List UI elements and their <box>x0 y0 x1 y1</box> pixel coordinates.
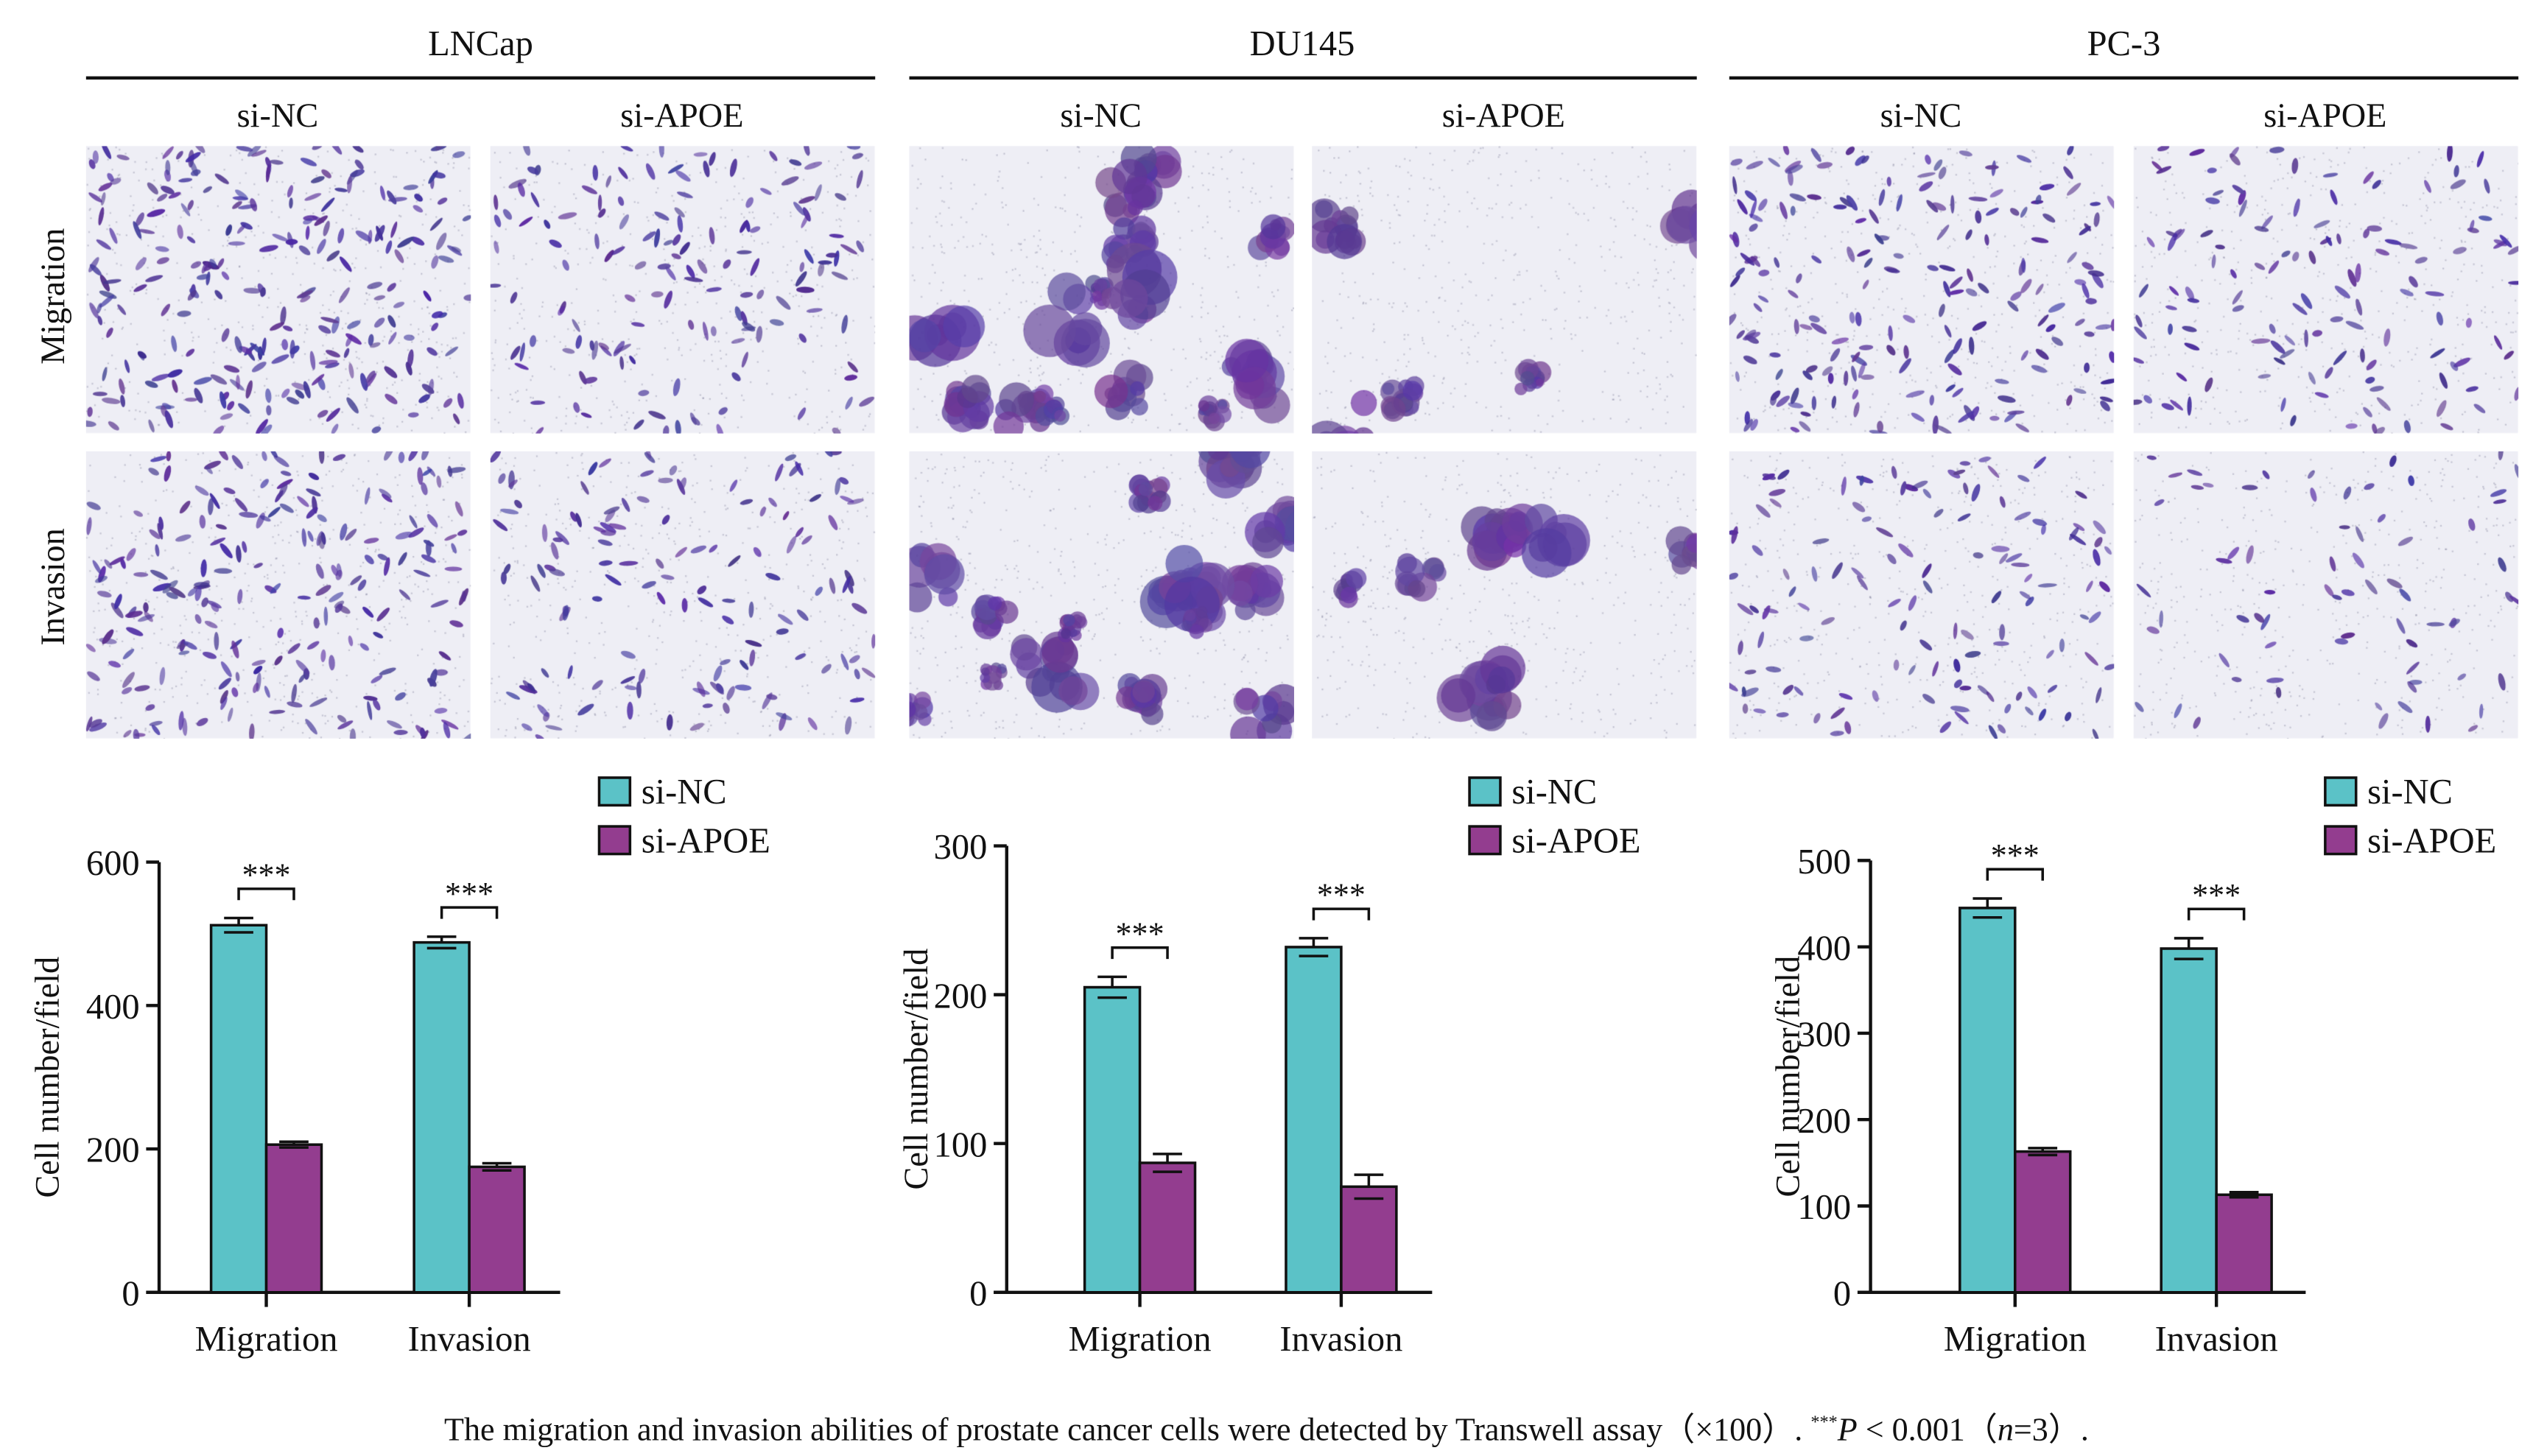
cell-line-title-lncap: LNCap <box>428 22 533 63</box>
y-tick-label: 600 <box>86 844 140 883</box>
micrograph-invasion <box>1312 451 1697 739</box>
bar-charts: 0 200 400 600 Cell number/field Migration *** I… <box>29 773 2497 1359</box>
group-label: si-APOE <box>2263 96 2387 135</box>
legend-swatch <box>1468 776 1502 807</box>
y-tick-label: 200 <box>1797 1102 1851 1141</box>
caption-n: n <box>1997 1412 2014 1449</box>
group-label: si-NC <box>1880 96 1962 135</box>
chart-du145: 0 100 200 300 Cell number/field Migration *** I… <box>898 773 1641 1359</box>
significance-bracket <box>440 906 499 919</box>
caption-text: < 0.001（ <box>1857 1412 1998 1449</box>
bar-si-apoe-migration <box>2014 1150 2072 1294</box>
legend-label: si-APOE <box>2367 821 2496 860</box>
x-tick-label: Migration <box>1944 1320 2087 1359</box>
micrograph-migration <box>909 146 1294 434</box>
micrograph-invasion <box>1729 451 2115 739</box>
group-label: si-NC <box>1060 96 1142 135</box>
x-tick-label: Migration <box>1069 1320 1212 1359</box>
significance-label: *** <box>242 857 290 893</box>
header-divider <box>1729 76 2519 80</box>
significance-label: *** <box>1317 877 1366 913</box>
bar-si-nc-migration <box>1958 907 2017 1294</box>
x-tick-label: Invasion <box>408 1320 531 1359</box>
caption-text: =3）. <box>2013 1412 2089 1449</box>
row-label-invasion: Invasion <box>33 528 73 646</box>
bar-si-nc-invasion <box>412 940 471 1294</box>
group-label: si-APOE <box>620 96 744 135</box>
micrograph-migration <box>85 146 471 434</box>
x-tick-label: Migration <box>195 1320 338 1359</box>
y-tick-label: 400 <box>86 988 140 1027</box>
legend-label: si-NC <box>2367 773 2453 812</box>
micrograph-migration <box>490 146 876 434</box>
y-tick-label: 300 <box>1797 1016 1851 1055</box>
micrograph-migration <box>2133 146 2519 434</box>
group-label: si-APOE <box>1441 96 1565 135</box>
significance-bracket <box>2187 907 2246 921</box>
chart-lncap: 0 200 400 600 Cell number/field Migration *** I… <box>29 773 770 1359</box>
significance-label: *** <box>445 876 493 912</box>
significance-bracket <box>237 887 295 901</box>
caption-sig-marker: *** <box>1810 1413 1838 1433</box>
chart-pc3: 0 100 200 300 400 500 Cell number/field Migrati… <box>1770 773 2497 1359</box>
y-tick-label: 0 <box>122 1274 139 1313</box>
x-tick-label: Invasion <box>2155 1320 2278 1359</box>
legend-swatch <box>1468 825 1502 856</box>
micrograph-invasion <box>85 451 471 739</box>
bar-si-apoe-invasion <box>2215 1193 2273 1294</box>
legend-label: si-NC <box>642 773 727 812</box>
micrograph-migration <box>1729 146 2115 434</box>
micrograph-invasion <box>2133 451 2519 739</box>
header-divider <box>85 76 876 80</box>
y-axis-label: Cell number/field <box>29 957 66 1198</box>
y-tick-label: 200 <box>86 1131 140 1170</box>
legend-label: si-APOE <box>1511 821 1640 860</box>
micrograph-invasion <box>909 451 1294 739</box>
significance-bracket <box>1312 907 1371 921</box>
legend-swatch <box>597 776 632 807</box>
bar-si-nc-invasion <box>1285 946 1343 1294</box>
cell-line-title-pc3: PC-3 <box>2087 22 2161 63</box>
bar-si-apoe-migration <box>264 1143 323 1294</box>
significance-label: *** <box>1991 837 2040 873</box>
bar-si-apoe-invasion <box>1340 1185 1398 1294</box>
legend-label: si-NC <box>1511 773 1597 812</box>
legend-swatch <box>2324 825 2358 856</box>
bar-si-apoe-invasion <box>468 1165 526 1294</box>
y-tick-label: 400 <box>1797 929 1851 968</box>
legend-swatch <box>597 825 632 856</box>
bar-si-apoe-migration <box>1138 1161 1197 1294</box>
micrograph-invasion <box>490 451 876 739</box>
cell-line-title-du145: DU145 <box>1249 22 1355 63</box>
legend-label: si-APOE <box>642 821 770 860</box>
figure-caption: The migration and invasion abilities of … <box>0 1403 2533 1450</box>
legend-swatch <box>2324 776 2358 807</box>
micrograph-migration <box>1312 146 1697 434</box>
header-divider <box>909 76 1697 80</box>
caption-text: The migration and invasion abilities of … <box>444 1412 1811 1449</box>
significance-label: *** <box>1115 915 1164 952</box>
y-axis-label: Cell number/field <box>898 949 935 1190</box>
y-tick-label: 0 <box>969 1274 987 1313</box>
significance-label: *** <box>2192 877 2241 913</box>
y-axis-label: Cell number/field <box>1770 956 1807 1197</box>
bar-si-nc-invasion <box>2160 947 2218 1294</box>
significance-bracket <box>1986 868 2045 881</box>
y-tick-label: 100 <box>1797 1188 1851 1227</box>
bar-si-nc-migration <box>1083 985 1142 1294</box>
y-tick-label: 300 <box>934 828 988 867</box>
x-tick-label: Invasion <box>1279 1320 1402 1359</box>
y-tick-label: 100 <box>934 1125 988 1164</box>
bar-si-nc-migration <box>209 924 268 1294</box>
y-tick-label: 200 <box>934 977 988 1016</box>
row-label-migration: Migration <box>33 228 73 365</box>
caption-p: P <box>1837 1412 1858 1449</box>
significance-bracket <box>1111 946 1169 960</box>
group-label: si-NC <box>236 96 319 135</box>
y-tick-label: 0 <box>1833 1274 1851 1313</box>
y-tick-label: 500 <box>1797 843 1851 882</box>
